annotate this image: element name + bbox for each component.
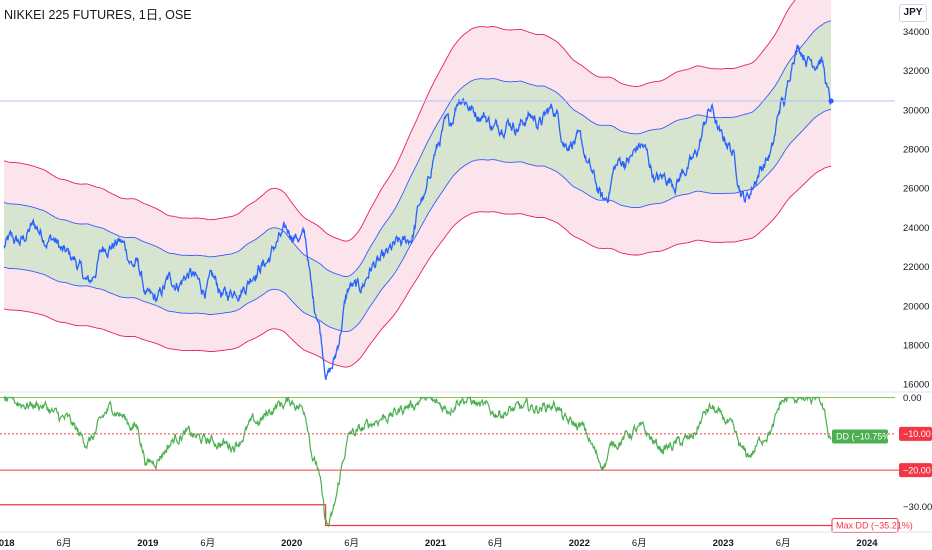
price-tick-label: 16000 [903,380,929,391]
ref-20-label-bg [899,463,932,478]
drawdown-pane [0,395,932,528]
price-pane [0,0,932,393]
drawdown-tick-label: −30.00 [903,502,932,513]
last-price-marker [828,98,834,104]
price-tick-label: 18000 [903,340,929,351]
x-tick-label: 2021 [425,538,447,549]
price-tick-label: 20000 [903,301,929,312]
outer-band-lower [3,166,831,368]
time-x-axis: 2018 6月 2019 6月 2020 6月 2021 6月 2022 6月 2023 6月 2024 [0,531,932,549]
x-tick-label: 6月 [776,538,791,549]
x-tick-label: 2023 [713,538,734,549]
price-tick-label: 26000 [903,184,929,195]
x-tick-label: 2024 [856,538,878,549]
drawdown-tick-label: 0.00 [903,393,922,404]
x-tick-label: 6月 [632,538,647,549]
max-drawdown-label: Max DD (−35.21%) [836,521,913,531]
ref-10-label: −10.00 [903,429,931,439]
inner-band-area [4,21,831,332]
inner-band-lower [3,109,832,333]
max-drawdown-line [0,504,895,527]
price-tick-label: 34000 [903,27,929,38]
price-tick-label: 24000 [903,223,929,234]
currency-button[interactable]: JPY [899,4,927,22]
x-tick-label: 6月 [344,538,359,549]
x-tick-label: 2022 [569,538,590,549]
chart-title: NIKKEI 225 FUTURES, 1日, OSE [4,8,192,22]
price-line [3,44,832,380]
x-tick-label: 6月 [57,538,72,549]
outer-band-upper [3,0,796,242]
ref-20-label: −20.00 [903,465,931,475]
x-tick-label: 6月 [488,538,503,549]
drawdown-line [3,395,832,528]
price-tick-label: 22000 [903,262,929,273]
current-drawdown-label-bg [832,429,888,444]
price-tick-label: 28000 [903,144,929,155]
ref-10-label-bg [899,426,932,441]
drawdown-y-axis: 0.00 −30.00 −10.00 −20.00 DD (−10.75%) Max DD… [831,393,932,533]
price-tick-label: 30000 [903,105,929,116]
price-y-axis: 16000 18000 20000 22000 24000 26000 28000 30000… [903,27,929,391]
current-drawdown-label: DD (−10.75%) [836,432,893,442]
x-tick-label: 2018 [0,538,15,549]
x-tick-label: 2020 [281,538,302,549]
x-tick-label: 2019 [137,538,158,549]
price-tick-label: 32000 [903,66,929,77]
x-tick-label: 6月 [200,538,215,549]
inner-band-upper [3,20,831,278]
